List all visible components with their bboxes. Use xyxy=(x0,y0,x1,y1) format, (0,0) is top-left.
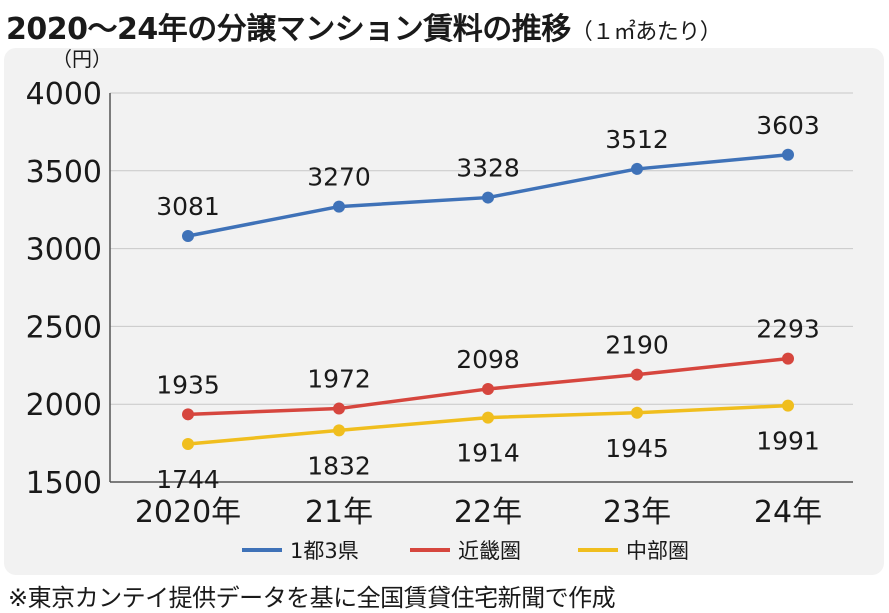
y-axis-ticks: 1500 2000 2500 3000 3500 4000 xyxy=(26,77,102,501)
chart-title-main: 2020～24年の分譲マンション賃料の推移 xyxy=(6,12,571,47)
point-2-0 xyxy=(182,438,194,451)
data-label-2-4: 1991 xyxy=(756,427,820,456)
point-2-2 xyxy=(482,411,494,424)
legend: 1都3県 近畿圏 中部圏 xyxy=(242,539,689,563)
data-label-1-4: 2293 xyxy=(756,315,820,344)
series-group: 3081 3270 3328 3512 3603 1935 1972 2098 2190 2293… xyxy=(156,111,820,494)
point-1-4 xyxy=(782,352,794,365)
data-label-1-0: 1935 xyxy=(156,370,220,399)
y-tick-2500: 2500 xyxy=(26,310,102,345)
point-1-2 xyxy=(482,382,494,395)
point-0-4 xyxy=(782,148,794,161)
y-tick-3500: 3500 xyxy=(26,155,102,190)
legend-label-0: 1都3県 xyxy=(290,539,359,563)
chart-title: 2020～24年の分譲マンション賃料の推移（１㎡あたり） xyxy=(6,4,722,48)
point-2-3 xyxy=(631,406,643,419)
point-1-3 xyxy=(631,368,643,381)
chart-panel xyxy=(4,48,884,575)
data-label-0-3: 3512 xyxy=(605,125,669,154)
data-label-2-3: 1945 xyxy=(605,434,669,463)
data-label-0-2: 3328 xyxy=(456,154,520,183)
point-1-0 xyxy=(182,408,194,421)
y-tick-2000: 2000 xyxy=(26,388,102,423)
data-label-2-2: 1914 xyxy=(456,439,520,468)
x-tick-0: 2020年 xyxy=(135,495,241,530)
point-0-3 xyxy=(631,162,643,175)
footnote: ※東京カンテイ提供データを基に全国賃貸住宅新聞で作成 xyxy=(8,584,616,612)
data-label-0-1: 3270 xyxy=(307,163,371,192)
point-0-2 xyxy=(482,191,494,204)
point-1-1 xyxy=(333,402,345,415)
point-0-1 xyxy=(333,200,345,213)
x-tick-4: 24年 xyxy=(754,495,822,530)
y-axis-unit: （円） xyxy=(52,47,112,71)
data-label-2-1: 1832 xyxy=(307,451,371,480)
point-2-1 xyxy=(333,424,345,437)
legend-label-1: 近畿圏 xyxy=(458,539,521,563)
x-axis-ticks: 2020年 21年 22年 23年 24年 xyxy=(135,495,822,530)
data-label-1-3: 2190 xyxy=(605,331,669,360)
data-label-1-2: 2098 xyxy=(456,345,520,374)
data-label-0-4: 3603 xyxy=(756,111,820,140)
y-tick-4000: 4000 xyxy=(26,77,102,112)
y-tick-3000: 3000 xyxy=(26,233,102,268)
chart-title-sub: （１㎡あたり） xyxy=(570,20,722,45)
point-2-4 xyxy=(782,399,794,412)
x-tick-2: 22年 xyxy=(454,495,522,530)
x-tick-1: 21年 xyxy=(305,495,373,530)
y-tick-1500: 1500 xyxy=(26,466,102,501)
data-label-2-0: 1744 xyxy=(156,465,220,494)
data-label-0-0: 3081 xyxy=(156,192,220,221)
point-0-0 xyxy=(182,229,194,242)
data-label-1-1: 1972 xyxy=(307,365,371,394)
legend-label-2: 中部圏 xyxy=(626,539,689,563)
grid-lines xyxy=(109,92,853,483)
x-tick-3: 23年 xyxy=(603,495,671,530)
